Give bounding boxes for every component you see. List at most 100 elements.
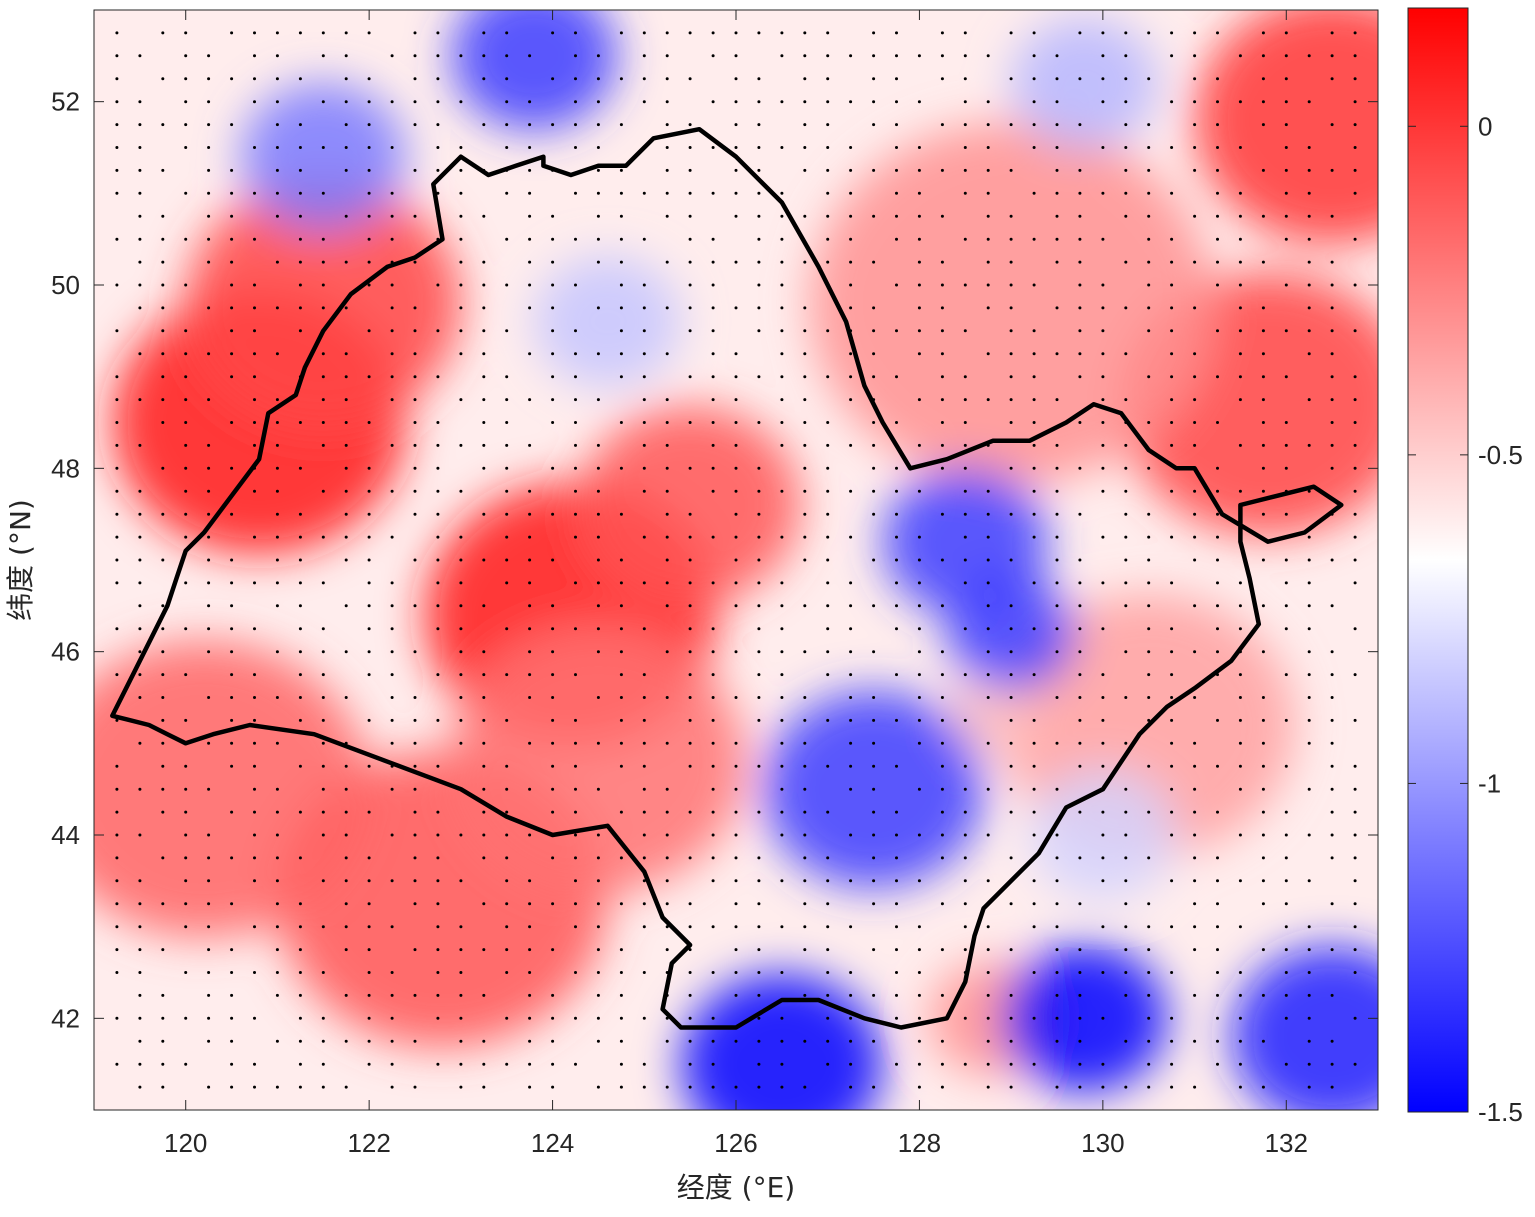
stipple-dot (367, 31, 371, 35)
stipple-dot (138, 168, 142, 172)
stipple-dot (459, 306, 463, 310)
stipple-dot (1124, 260, 1128, 264)
stipple-dot (917, 993, 921, 997)
stipple-dot (1147, 1085, 1151, 1089)
stipple-dot (184, 764, 188, 768)
stipple-dot (1078, 604, 1082, 608)
stipple-dot (596, 925, 600, 929)
stipple-dot (803, 398, 807, 402)
stipple-dot (917, 283, 921, 287)
stipple-dot (1193, 398, 1197, 402)
stipple-dot (482, 306, 486, 310)
stipple-dot (803, 466, 807, 470)
stipple-dot (757, 237, 761, 241)
stipple-dot (1055, 1039, 1059, 1043)
stipple-dot (184, 627, 188, 631)
stipple-dot (482, 31, 486, 35)
stipple-dot (298, 604, 302, 608)
stipple-dot (849, 398, 853, 402)
stipple-dot (1193, 833, 1197, 837)
stipple-dot (917, 604, 921, 608)
stipple-dot (826, 879, 830, 883)
stipple-dot (780, 718, 784, 722)
stipple-dot (1307, 718, 1311, 722)
stipple-dot (1284, 100, 1288, 104)
stipple-dot (642, 283, 646, 287)
stipple-dot (1124, 31, 1128, 35)
stipple-dot (505, 237, 509, 241)
stipple-dot (459, 260, 463, 264)
stipple-dot (505, 535, 509, 539)
stipple-dot (826, 512, 830, 516)
stipple-dot (917, 741, 921, 745)
stipple-dot (963, 31, 967, 35)
stipple-dot (115, 902, 119, 906)
stipple-dot (275, 604, 279, 608)
stipple-dot (1101, 1016, 1105, 1020)
stipple-dot (321, 100, 325, 104)
stipple-dot (1055, 306, 1059, 310)
stipple-dot (596, 558, 600, 562)
stipple-dot (688, 558, 692, 562)
stipple-dot (459, 535, 463, 539)
stipple-dot (1284, 810, 1288, 814)
stipple-dot (138, 879, 142, 883)
stipple-dot (1009, 764, 1013, 768)
stipple-dot (1101, 100, 1105, 104)
stipple-dot (940, 993, 944, 997)
stipple-dot (275, 787, 279, 791)
stipple-dot (482, 741, 486, 745)
stipple-dot (757, 306, 761, 310)
stipple-dot (963, 123, 967, 127)
stipple-dot (734, 54, 738, 58)
stipple-dot (1261, 375, 1265, 379)
stipple-dot (596, 696, 600, 699)
stipple-dot (688, 627, 692, 631)
stipple-dot (1284, 512, 1288, 516)
stipple-dot (757, 512, 761, 516)
stipple-dot (275, 581, 279, 585)
stipple-dot (1147, 764, 1151, 768)
stipple-dot (619, 191, 623, 195)
stipple-dot (665, 168, 669, 172)
field-blob (534, 255, 681, 388)
stipple-dot (986, 650, 990, 654)
stipple-dot (344, 100, 348, 104)
stipple-dot (230, 902, 234, 906)
stipple-dot (1261, 260, 1265, 264)
stipple-dot (986, 512, 990, 516)
stipple-dot (940, 77, 944, 81)
stipple-dot (1330, 306, 1334, 310)
stipple-dot (1032, 673, 1036, 677)
stipple-dot (230, 993, 234, 997)
stipple-dot (711, 696, 715, 699)
stipple-dot (413, 123, 417, 127)
stipple-dot (1170, 696, 1174, 699)
stipple-dot (1078, 237, 1082, 241)
stipple-dot (138, 1062, 142, 1066)
stipple-dot (1032, 971, 1036, 974)
stipple-dot (665, 879, 669, 883)
stipple-dot (459, 1016, 463, 1020)
stipple-dot (1009, 466, 1013, 470)
stipple-dot (459, 146, 463, 149)
stipple-dot (115, 764, 119, 768)
stipple-dot (711, 191, 715, 195)
stipple-dot (1353, 673, 1357, 677)
stipple-dot (757, 191, 761, 195)
x-axis: 120 122 124 126 128 130 132 (164, 10, 1308, 1158)
stipple-dot (849, 489, 853, 493)
stipple-dot (940, 833, 944, 837)
stipple-dot (367, 856, 371, 860)
stipple-dot (757, 696, 761, 699)
stipple-dot (1353, 581, 1357, 585)
stipple-dot (253, 833, 256, 837)
stipple-dot (574, 443, 577, 447)
stipple-dot (780, 398, 784, 402)
stipple-dot (1032, 489, 1036, 493)
stipple-dot (1055, 925, 1059, 929)
stipple-dot (459, 993, 463, 997)
stipple-dot (619, 1016, 623, 1020)
stipple-dot (1101, 696, 1105, 699)
stipple-dot (642, 31, 646, 35)
